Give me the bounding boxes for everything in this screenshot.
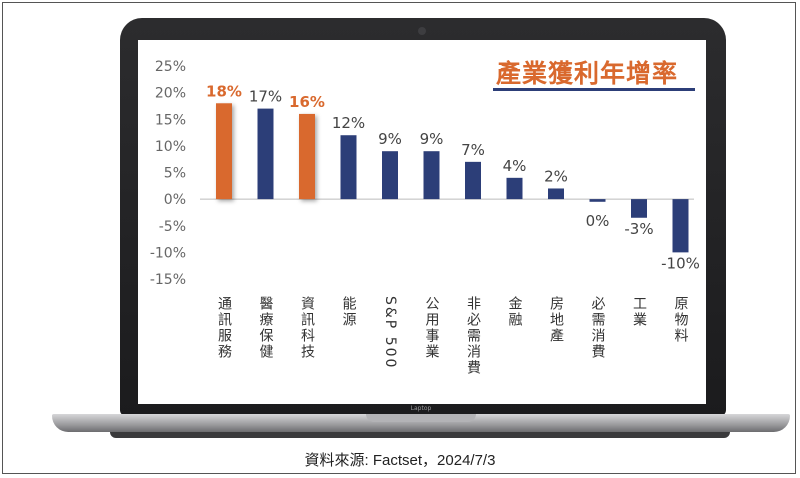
category-label-1: 醫療保健 [258,296,274,360]
y-tick-label: 15% [155,112,186,128]
camera-icon [418,27,426,35]
value-label-1: 17% [249,88,282,106]
bar-5 [423,151,440,200]
bar-8 [548,188,564,200]
value-label-5: 9% [420,130,444,148]
value-label-2: 16% [289,93,325,111]
y-tick-label: -15% [150,272,186,288]
value-label-6: 7% [461,141,485,159]
category-label-4: S&P 500 [382,296,398,369]
y-tick-label: 10% [155,139,186,155]
category-label-3: 能源 [341,296,357,328]
y-tick-label: 25% [155,59,186,75]
laptop-base [52,414,790,432]
bar-7 [506,177,523,200]
category-label-5: 公用事業 [424,296,440,360]
category-label-11: 原物料 [673,296,689,344]
category-label-7: 金融 [507,296,523,328]
y-tick-label: -10% [150,245,186,261]
bar-6 [465,161,481,200]
category-label-6: 非必需消費 [465,296,481,376]
value-label-0: 18% [206,82,242,100]
bar-9 [589,199,606,202]
y-tick-label: 0% [164,192,186,208]
bar-chart: 25% 20% 15% 10% 5% 0% -5% -10% -15% 18% 通訊服務 17% 醫療保… [150,59,700,376]
title-underline [493,88,695,91]
category-label-9: 必需消費 [590,296,606,360]
laptop-notch [366,414,476,422]
laptop-brand: Laptop [410,405,432,412]
value-label-10: -3% [624,220,653,238]
bar-10 [631,199,647,218]
value-label-8: 2% [544,167,568,185]
y-tick-label: 5% [164,166,186,182]
value-label-4: 9% [378,130,402,148]
value-label-3: 12% [332,114,365,132]
source-note: 資料來源: Factset，2024/7/3 [304,452,496,469]
bar-0 [216,103,232,200]
chart-title: 產業獲利年增率 [496,59,679,88]
bar-1 [257,108,274,200]
laptop-base-shadow [110,432,730,438]
category-label-2: 資訊科技 [299,296,315,360]
bar-2 [299,113,315,200]
value-label-11: -10% [661,254,700,272]
category-label-0: 通訊服務 [216,296,232,360]
category-label-10: 工業 [631,296,647,328]
y-tick-label: 20% [155,86,186,102]
bar-3 [340,135,357,200]
value-label-7: 4% [503,157,527,175]
category-label-8: 房地產 [548,296,564,344]
laptop-screen: 產業獲利年增率 25% 20% 15% 10% 5% 0% -5% -10% -15% 18% 通訊… [138,40,706,404]
bar-11 [672,199,689,253]
value-label-9: 0% [586,212,610,230]
bar-4 [382,151,398,200]
y-tick-label: -5% [159,219,186,235]
